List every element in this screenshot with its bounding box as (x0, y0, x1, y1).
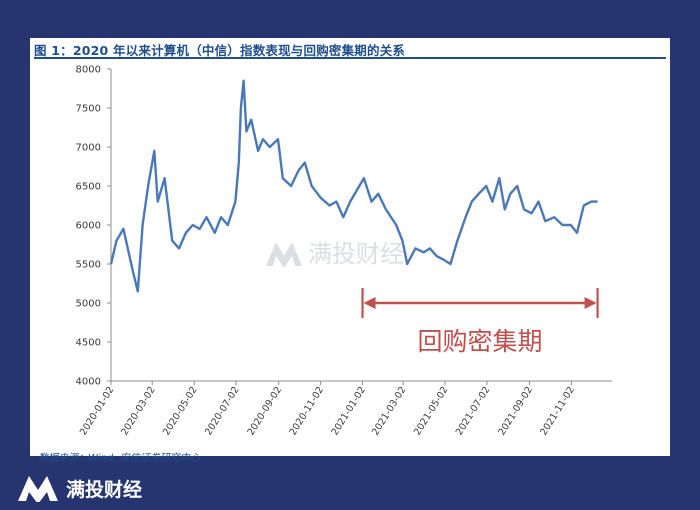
y-axis-ticks: 4000 4500 5000 5500 6000 6500 7000 7500 8000 (76, 65, 111, 388)
y-tick-label: 4500 (76, 338, 101, 349)
watermark: 满投财经 (266, 240, 404, 268)
x-tick-label: 2020-09-02 (246, 385, 285, 438)
brand-name: 满投财经 (66, 478, 143, 501)
watermark-text: 满投财经 (308, 240, 404, 268)
figure-title: 图 1：2020 年以来计算机（中信）指数表现与回购密集期的关系 (34, 43, 406, 58)
x-tick-label: 2020-07-02 (203, 385, 242, 438)
y-tick-label: 5500 (76, 260, 101, 271)
x-tick-label: 2020-11-02 (288, 385, 327, 438)
watermark-logo-icon (266, 242, 302, 268)
x-tick-label: 2021-09-02 (496, 385, 535, 438)
x-tick-label: 2021-03-02 (370, 385, 409, 438)
x-tick-label: 2021-07-02 (454, 385, 493, 438)
y-tick-label: 6000 (76, 221, 101, 232)
x-axis-ticks: 2020-01-02 2020-03-02 2020-05-02 2020-07-02… (78, 381, 577, 437)
x-tick-label: 2020-01-02 (78, 385, 117, 438)
x-tick-label: 2020-05-02 (161, 385, 200, 438)
data-source: 数据来源：Wind, 安信证券研究中心 (38, 453, 200, 464)
x-tick-label: 2021-01-02 (329, 385, 368, 438)
chart-card (30, 38, 670, 456)
annotation-label: 回购密集期 (418, 327, 543, 356)
brand-logo-icon (18, 476, 58, 502)
footer-brand: 满投财经 (18, 471, 142, 505)
annotation-left-arrowhead (363, 297, 376, 309)
x-tick-label: 2021-11-02 (538, 385, 577, 438)
y-tick-label: 7500 (76, 104, 101, 115)
y-tick-label: 7000 (76, 143, 101, 154)
annotation-right-arrowhead (584, 297, 597, 309)
y-tick-label: 6500 (76, 182, 101, 193)
title-rule (34, 57, 666, 59)
x-tick-label: 2021-05-02 (412, 385, 451, 438)
y-tick-label: 4000 (76, 377, 101, 388)
x-tick-label: 2020-03-02 (119, 385, 158, 438)
y-tick-label: 8000 (76, 65, 101, 76)
y-tick-label: 5000 (76, 299, 101, 310)
series-line (109, 79, 598, 293)
repurchase-annotation: 回购密集期 (361, 288, 599, 356)
